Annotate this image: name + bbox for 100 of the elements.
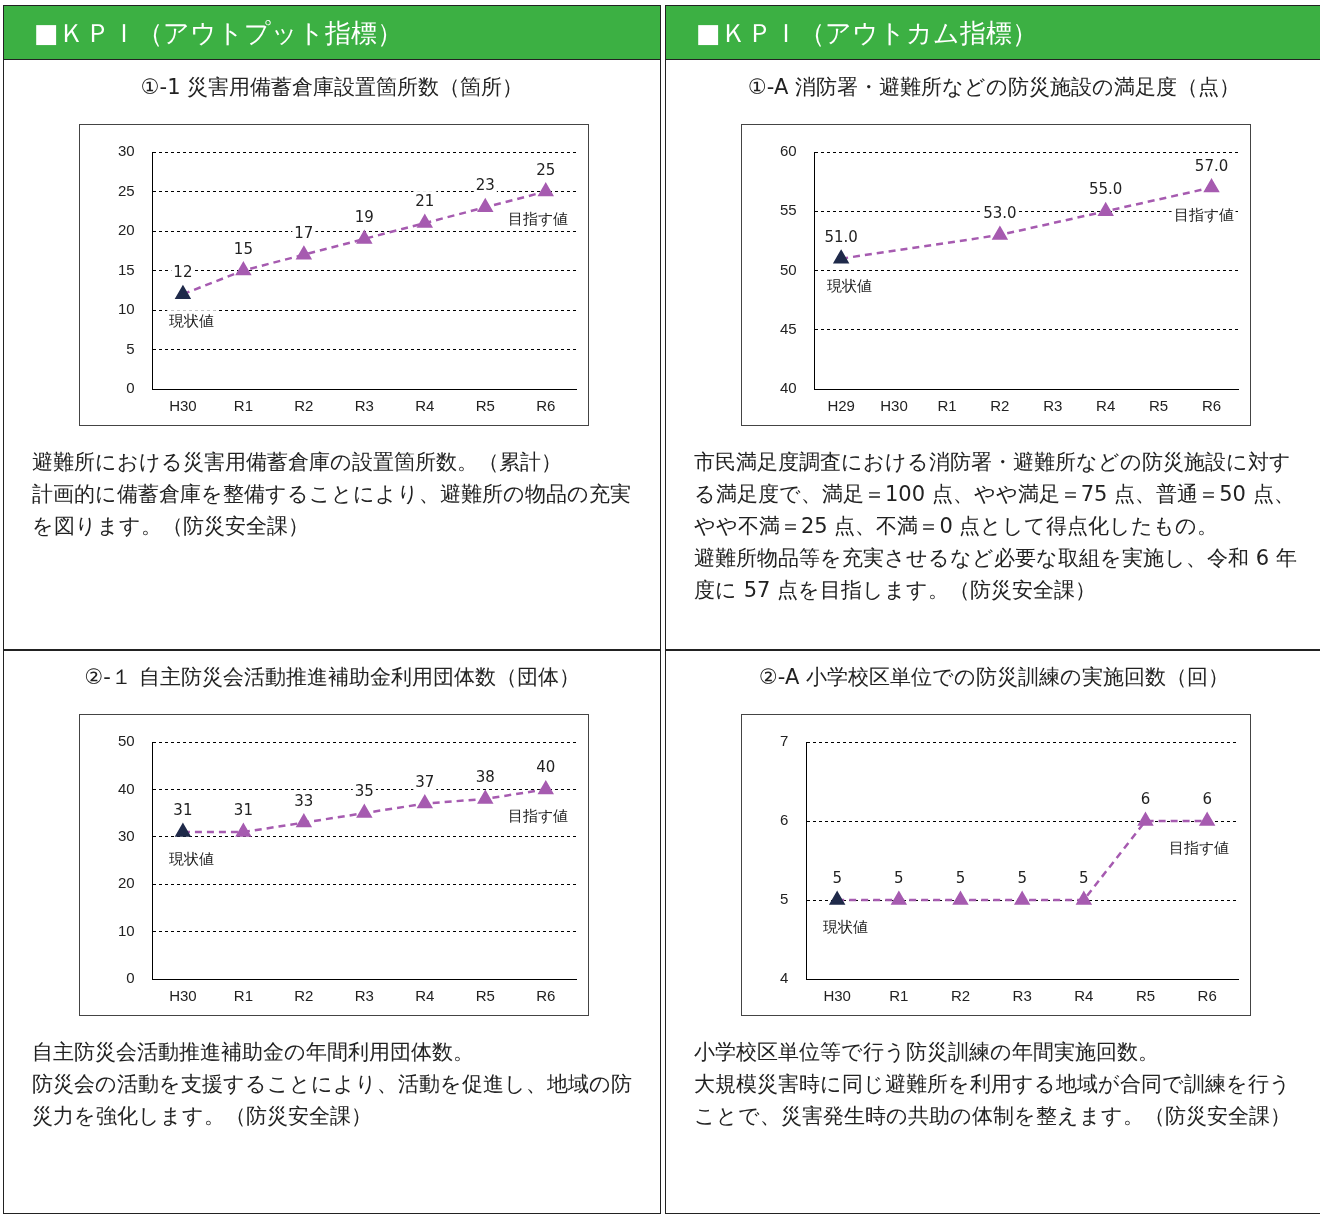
chart-subtitle: ■ＫＰＩ（アウトプット指標） [4, 6, 660, 60]
point [992, 226, 1008, 240]
data-label: 6 [1140, 790, 1151, 808]
y-tick-label: 5 [126, 339, 135, 357]
point [175, 823, 191, 837]
annotation: 目指す値 [507, 209, 568, 228]
point [236, 823, 251, 837]
data-label: 6 [1202, 790, 1212, 808]
x-tick-label: H29 [827, 397, 855, 415]
annotation: 現状値 [168, 312, 214, 331]
data-label: 15 [233, 239, 253, 258]
chart-title: ②-１ 自主防災会活動推進補助金利用団体数（団体） [83, 664, 581, 691]
annotation: 現状値 [823, 918, 869, 936]
data-label: 25 [536, 160, 556, 179]
x-tick-label: R5 [1135, 987, 1156, 1005]
point [1098, 203, 1114, 216]
data-label: 33 [294, 791, 314, 810]
y-tick-label: 7 [780, 732, 789, 750]
text: 大規模災害時に同じ避難所を利用する地域が合同で訓練を行うことで、災害発生時の共助の体制を整えます。（防災安全課） [694, 1071, 1292, 1130]
x-tick-label: R5 [475, 987, 495, 1005]
y-tick-label: 50 [118, 732, 135, 750]
point [538, 183, 554, 197]
data-label: 55.0 [1089, 180, 1123, 199]
annotation: 目指す値 [507, 807, 568, 826]
x-tick-label: R3 [1043, 397, 1063, 415]
y-tick-label: 5 [780, 890, 789, 908]
y-tick-label: 10 [118, 300, 135, 318]
y-tick-label: 45 [780, 319, 797, 337]
data-label: 17 [294, 223, 314, 242]
point [357, 230, 372, 244]
y-tick-label: 6 [780, 811, 789, 829]
y-tick-label: 15 [118, 260, 135, 278]
data-label: 5 [1079, 869, 1089, 887]
point [1204, 179, 1219, 193]
chart-title: ①-A 消防署・避難所などの防災施設の満足度（点） [747, 74, 1241, 101]
x-tick-label: R1 [233, 397, 253, 415]
point [477, 790, 493, 804]
chart-subtitle: ■ＫＰＩ（アウトカム指標） [666, 6, 1320, 60]
text: 計画的に備蓄倉庫を整備することにより、避難所の物品の充実を図ります。（防災安全課） [32, 481, 632, 540]
x-tick-label: R6 [1197, 987, 1217, 1005]
annotation: 目指す値 [1173, 205, 1234, 224]
text: 防災会の活動を支援することにより、活動を促進し、地域の防災力を強化します。（防災安全課） [32, 1071, 633, 1130]
chart-title: ①-1 災害用備蓄倉庫設置箇所数（箇所） [139, 74, 525, 101]
point [417, 214, 433, 228]
text: 避難所物品等を充実させるなど必要な取組を実施し、令和 6 年度に 57 点を目指します。（防災安全課） [694, 545, 1298, 604]
data-label: 53.0 [983, 203, 1017, 222]
x-tick-label: R5 [475, 397, 495, 415]
point [538, 781, 554, 795]
y-tick-label: 50 [780, 260, 797, 278]
data-label: 31 [233, 801, 253, 820]
data-label: 5 [832, 869, 842, 887]
text: 自主防災会活動推進補助金の年間利用団体数。 [32, 1039, 475, 1066]
data-label: 35 [354, 782, 374, 801]
x-tick-label: H30 [169, 987, 197, 1005]
x-tick-label: R2 [294, 987, 314, 1005]
x-tick-label: R6 [1201, 397, 1222, 415]
data-label: 23 [475, 176, 495, 195]
annotation: 目指す値 [1169, 839, 1230, 857]
x-tick-label: R1 [889, 987, 909, 1005]
y-tick-label: 30 [118, 142, 135, 160]
x-tick-label: R6 [536, 987, 556, 1005]
point [357, 804, 372, 818]
x-tick-label: R3 [354, 397, 374, 415]
x-tick-label: R2 [294, 397, 314, 415]
y-tick-label: 10 [118, 921, 135, 939]
data-label: 51.0 [824, 227, 858, 246]
y-tick-label: 25 [118, 181, 135, 199]
point [417, 795, 433, 809]
x-tick-label: R5 [1149, 397, 1169, 415]
data-label: 21 [415, 192, 435, 211]
annotation: 現状値 [827, 276, 873, 295]
x-tick-label: R6 [536, 397, 556, 415]
x-tick-label: R2 [990, 397, 1010, 415]
y-tick-label: 55 [780, 201, 797, 219]
y-tick-label: 4 [780, 969, 789, 987]
data-label: 12 [173, 263, 193, 282]
x-tick-label: R4 [415, 987, 435, 1005]
y-tick-label: 40 [118, 779, 135, 797]
x-tick-label: R4 [415, 397, 435, 415]
point [175, 285, 191, 299]
x-tick-label: R1 [233, 987, 253, 1005]
y-tick-label: 20 [118, 874, 135, 892]
text: 市民満足度調査における消防署・避難所などの防災施設に対する満足度で、満足＝100 点、やや満足＝75 点、普通＝50 点、やや不満＝25 点、不満＝0 点として得点化したもの。 [694, 449, 1296, 540]
point [236, 262, 251, 276]
annotation: 現状値 [168, 850, 214, 869]
x-tick-label: R4 [1096, 397, 1116, 415]
y-tick-label: 30 [118, 826, 135, 844]
data-label: 40 [536, 758, 556, 777]
y-tick-label: 40 [780, 379, 797, 397]
x-tick-label: R4 [1074, 987, 1094, 1005]
data-label: 5 [894, 869, 904, 887]
data-label: 31 [173, 801, 193, 820]
x-tick-label: H30 [880, 397, 908, 415]
point [296, 246, 312, 260]
x-tick-label: R2 [950, 987, 971, 1005]
data-label: 57.0 [1194, 156, 1229, 175]
x-tick-label: H30 [169, 397, 197, 415]
text: 避難所における災害用備蓄倉庫の設置箇所数。（累計） [32, 449, 563, 476]
chart-title: ②-A 小学校区単位での防災訓練の実施回数（回） [758, 664, 1230, 691]
point [477, 199, 493, 213]
